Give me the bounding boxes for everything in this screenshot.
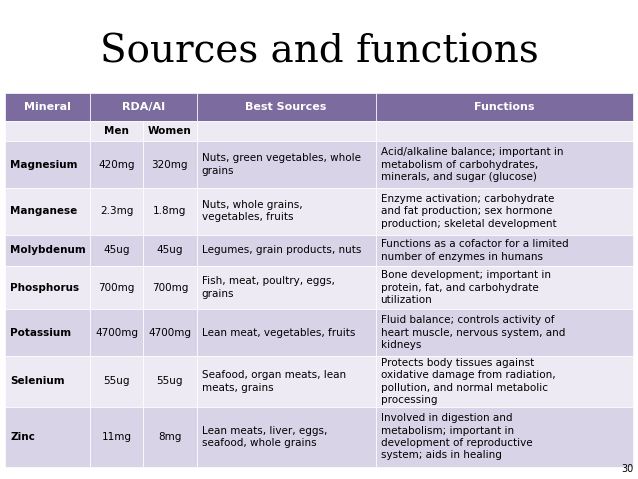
Text: RDA/AI: RDA/AI	[122, 102, 165, 112]
Text: Women: Women	[148, 126, 192, 136]
Text: 4700mg: 4700mg	[149, 328, 191, 338]
Bar	[5, 266, 90, 309]
Text: Nuts, green vegetables, whole
grains: Nuts, green vegetables, whole grains	[202, 153, 360, 176]
Bar	[5, 407, 90, 467]
Bar	[143, 356, 197, 407]
Text: Mineral: Mineral	[24, 102, 71, 112]
Bar	[197, 266, 376, 309]
Bar	[376, 356, 633, 407]
Text: Sources and functions: Sources and functions	[100, 34, 538, 70]
Bar	[376, 121, 633, 141]
Text: 45ug: 45ug	[103, 245, 130, 255]
Bar	[143, 235, 197, 266]
Bar	[143, 141, 197, 188]
Bar	[143, 407, 197, 467]
Text: Fluid balance; controls activity of
heart muscle, nervous system, and
kidneys: Fluid balance; controls activity of hear…	[381, 315, 565, 350]
Text: Legumes, grain products, nuts: Legumes, grain products, nuts	[202, 245, 361, 255]
Bar	[90, 93, 197, 121]
Bar	[197, 121, 376, 141]
Text: Functions as a cofactor for a limited
number of enzymes in humans: Functions as a cofactor for a limited nu…	[381, 239, 568, 262]
Text: Manganese: Manganese	[10, 206, 77, 217]
Text: Molybdenum: Molybdenum	[10, 245, 86, 255]
Bar	[90, 188, 143, 235]
Text: Protects body tissues against
oxidative damage from radiation,
pollution, and no: Protects body tissues against oxidative …	[381, 358, 555, 405]
Text: Functions: Functions	[474, 102, 535, 112]
Text: Seafood, organ meats, lean
meats, grains: Seafood, organ meats, lean meats, grains	[202, 370, 346, 393]
Text: 4700mg: 4700mg	[95, 328, 138, 338]
Bar	[197, 188, 376, 235]
Text: 320mg: 320mg	[152, 160, 188, 170]
Bar	[197, 356, 376, 407]
Text: 30: 30	[621, 464, 634, 474]
Text: Bone development; important in
protein, fat, and carbohydrate
utilization: Bone development; important in protein, …	[381, 270, 551, 305]
Bar	[376, 235, 633, 266]
Bar	[5, 356, 90, 407]
Text: 55ug: 55ug	[103, 376, 130, 387]
Bar	[143, 121, 197, 141]
Text: Magnesium: Magnesium	[10, 160, 78, 170]
Bar	[90, 266, 143, 309]
Bar	[143, 266, 197, 309]
Bar	[90, 309, 143, 356]
Bar	[5, 309, 90, 356]
Text: 700mg: 700mg	[98, 283, 135, 293]
Bar	[90, 407, 143, 467]
Bar	[5, 235, 90, 266]
Bar	[143, 188, 197, 235]
Text: Involved in digestion and
metabolism; important in
development of reproductive
s: Involved in digestion and metabolism; im…	[381, 413, 532, 460]
Text: Lean meats, liver, eggs,
seafood, whole grains: Lean meats, liver, eggs, seafood, whole …	[202, 426, 327, 448]
Bar	[90, 141, 143, 188]
Text: Zinc: Zinc	[10, 432, 35, 442]
Text: Acid/alkaline balance; important in
metabolism of carbohydrates,
minerals, and s: Acid/alkaline balance; important in meta…	[381, 147, 563, 182]
Bar	[5, 121, 90, 141]
Text: Best Sources: Best Sources	[246, 102, 327, 112]
Bar	[376, 93, 633, 121]
Text: Potassium: Potassium	[10, 328, 71, 338]
Text: 1.8mg: 1.8mg	[153, 206, 186, 217]
Bar	[197, 141, 376, 188]
Text: Selenium: Selenium	[10, 376, 65, 387]
Text: 55ug: 55ug	[157, 376, 183, 387]
Bar	[5, 188, 90, 235]
Text: Enzyme activation; carbohydrate
and fat production; sex hormone
production; skel: Enzyme activation; carbohydrate and fat …	[381, 194, 556, 228]
Bar	[197, 235, 376, 266]
Text: Nuts, whole grains,
vegetables, fruits: Nuts, whole grains, vegetables, fruits	[202, 200, 302, 222]
Text: 420mg: 420mg	[98, 160, 135, 170]
Bar	[197, 93, 376, 121]
Bar	[376, 407, 633, 467]
Text: Men: Men	[104, 126, 129, 136]
Text: Lean meat, vegetables, fruits: Lean meat, vegetables, fruits	[202, 328, 355, 338]
Bar	[90, 356, 143, 407]
Bar	[90, 235, 143, 266]
Bar	[197, 407, 376, 467]
Bar	[376, 266, 633, 309]
Text: Fish, meat, poultry, eggs,
grains: Fish, meat, poultry, eggs, grains	[202, 276, 334, 299]
Bar	[5, 141, 90, 188]
Text: 8mg: 8mg	[158, 432, 182, 442]
Bar	[90, 121, 143, 141]
Bar	[376, 141, 633, 188]
Text: 45ug: 45ug	[157, 245, 183, 255]
Bar	[197, 309, 376, 356]
Text: 2.3mg: 2.3mg	[100, 206, 133, 217]
Text: 700mg: 700mg	[152, 283, 188, 293]
Bar	[376, 309, 633, 356]
Bar	[143, 309, 197, 356]
Bar	[376, 188, 633, 235]
Text: Phosphorus: Phosphorus	[10, 283, 79, 293]
Bar	[5, 93, 90, 121]
Text: 11mg: 11mg	[101, 432, 131, 442]
